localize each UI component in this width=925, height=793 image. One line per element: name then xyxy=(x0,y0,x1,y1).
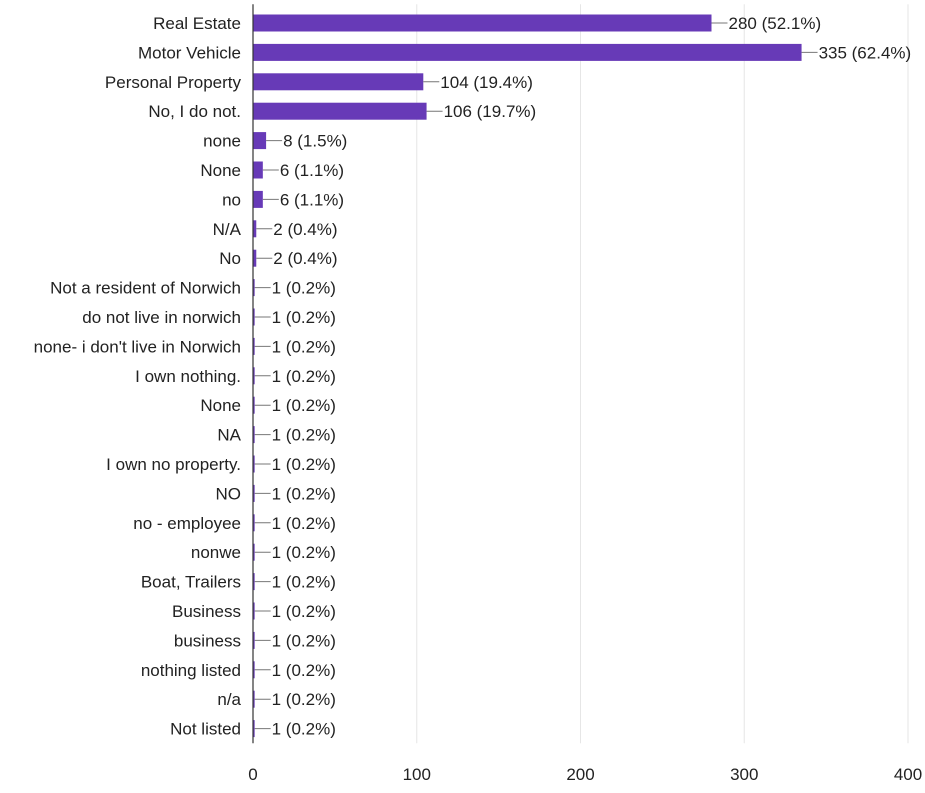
category-label: I own no property. xyxy=(106,455,241,474)
data-label: 1 (0.2%) xyxy=(272,543,336,562)
category-label: None xyxy=(200,161,241,180)
category-label: Not a resident of Norwich xyxy=(50,279,241,298)
bar xyxy=(253,220,257,238)
category-label: Personal Property xyxy=(105,73,242,92)
bars xyxy=(253,14,802,738)
data-label: 1 (0.2%) xyxy=(272,367,336,386)
x-tick-label: 400 xyxy=(894,765,922,784)
category-label: Boat, Trailers xyxy=(141,573,241,592)
bar xyxy=(253,132,267,150)
data-label: 6 (1.1%) xyxy=(280,161,344,180)
bar xyxy=(253,73,424,91)
bar xyxy=(253,631,255,649)
category-label: no - employee xyxy=(133,514,241,533)
category-label: do not live in norwich xyxy=(82,308,241,327)
data-label: 1 (0.2%) xyxy=(272,455,336,474)
category-label: NA xyxy=(217,426,241,445)
data-labels: 280 (52.1%) 335 (62.4%) 104 (19.4%) 106 (19… xyxy=(272,14,912,739)
bar xyxy=(253,43,802,61)
bar xyxy=(253,484,255,502)
data-label: 106 (19.7%) xyxy=(444,102,537,121)
category-label: Real Estate xyxy=(153,14,241,33)
data-label: 1 (0.2%) xyxy=(272,279,336,298)
category-label: nonwe xyxy=(191,543,241,562)
bar xyxy=(253,543,255,561)
bar xyxy=(253,396,255,414)
data-label: 1 (0.2%) xyxy=(272,514,336,533)
data-label: 1 (0.2%) xyxy=(272,720,336,739)
category-label: no xyxy=(222,190,241,209)
x-tick-labels: 0 100 200 300 400 xyxy=(248,765,922,784)
data-label: 104 (19.4%) xyxy=(440,73,533,92)
data-label: 2 (0.4%) xyxy=(273,220,337,239)
category-label: business xyxy=(174,631,241,650)
bar xyxy=(253,455,255,473)
category-label: No xyxy=(219,249,241,268)
bar xyxy=(253,661,255,679)
bar xyxy=(253,308,255,326)
category-label: none xyxy=(203,132,241,151)
label-leaders xyxy=(254,22,818,730)
category-label: nothing listed xyxy=(141,661,241,680)
category-label: I own nothing. xyxy=(135,367,241,386)
category-labels: Real Estate Motor Vehicle Personal Propert… xyxy=(34,14,242,739)
data-label: 1 (0.2%) xyxy=(272,602,336,621)
bar xyxy=(253,14,712,32)
x-tick-label: 300 xyxy=(730,765,758,784)
category-label: NO xyxy=(216,484,242,503)
bar xyxy=(253,161,263,179)
category-label: None xyxy=(200,396,241,415)
data-label: 1 (0.2%) xyxy=(272,573,336,592)
category-label: Not listed xyxy=(170,720,241,739)
data-label: 1 (0.2%) xyxy=(272,631,336,650)
gridlines xyxy=(416,4,909,744)
bar xyxy=(253,690,255,708)
data-label: 1 (0.2%) xyxy=(272,337,336,356)
bar xyxy=(253,573,255,591)
data-label: 6 (1.1%) xyxy=(280,190,344,209)
bar xyxy=(253,337,255,355)
bar xyxy=(253,514,255,532)
category-label: N/A xyxy=(213,220,242,239)
data-label: 335 (62.4%) xyxy=(819,43,912,62)
data-label: 1 (0.2%) xyxy=(272,426,336,445)
data-label: 1 (0.2%) xyxy=(272,690,336,709)
data-label: 2 (0.4%) xyxy=(273,249,337,268)
bar xyxy=(253,426,255,444)
category-label: Business xyxy=(172,602,241,621)
category-label: Motor Vehicle xyxy=(138,43,241,62)
category-label: n/a xyxy=(217,690,241,709)
bar xyxy=(253,279,255,297)
data-label: 1 (0.2%) xyxy=(272,484,336,503)
bar xyxy=(253,249,257,267)
bar xyxy=(253,602,255,620)
bar xyxy=(253,367,255,385)
x-tick-label: 200 xyxy=(566,765,594,784)
data-label: 1 (0.2%) xyxy=(272,396,336,415)
category-label: none- i don't live in Norwich xyxy=(34,337,241,356)
data-label: 1 (0.2%) xyxy=(272,308,336,327)
data-label: 280 (52.1%) xyxy=(729,14,822,33)
x-tick-label: 100 xyxy=(403,765,431,784)
bar xyxy=(253,190,263,208)
bar xyxy=(253,720,255,738)
data-label: 1 (0.2%) xyxy=(272,661,336,680)
x-tick-label: 0 xyxy=(248,765,257,784)
category-label: No, I do not. xyxy=(148,102,241,121)
bar xyxy=(253,102,427,120)
data-label: 8 (1.5%) xyxy=(283,132,347,151)
